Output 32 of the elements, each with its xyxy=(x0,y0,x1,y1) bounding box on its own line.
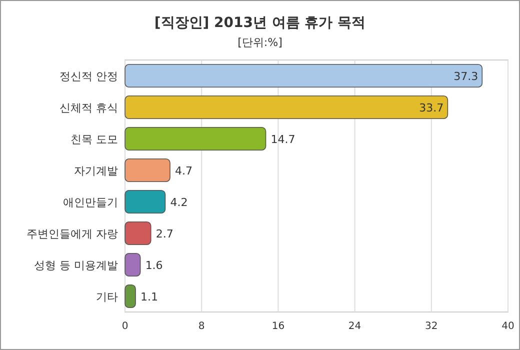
x-tick-label: 8 xyxy=(198,321,205,332)
bar xyxy=(124,222,152,245)
x-tick-label: 16 xyxy=(272,321,285,332)
data-label: 2.7 xyxy=(156,227,174,240)
data-label: 14.7 xyxy=(270,132,296,146)
data-label: 4.2 xyxy=(170,196,188,209)
chart-subtitle: [단위:%] xyxy=(238,36,282,49)
y-tick-label: 성형 등 미용계발 xyxy=(34,258,118,272)
y-tick-label: 자기계발 xyxy=(74,164,118,178)
chart-title: [직장인] 2013년 여름 휴가 목적 xyxy=(154,15,366,31)
y-tick-label: 주변인들에게 자랑 xyxy=(26,227,118,240)
y-tick-label: 기타 xyxy=(96,290,118,304)
x-tick-label: 32 xyxy=(425,321,438,332)
bar xyxy=(124,64,483,88)
data-label: 1.6 xyxy=(145,258,163,272)
y-tick-label: 신체적 휴식 xyxy=(60,101,118,114)
bar xyxy=(124,158,170,182)
data-label: 1.1 xyxy=(140,290,158,304)
bar xyxy=(124,284,136,308)
data-label: 37.3 xyxy=(454,70,478,83)
data-label: 33.7 xyxy=(419,101,444,114)
y-tick-label: 정신적 안정 xyxy=(60,70,118,83)
data-label: 4.7 xyxy=(175,164,193,178)
x-tick-label: 40 xyxy=(502,321,514,332)
x-tick-label: 0 xyxy=(122,321,128,332)
y-tick-label: 친목 도모 xyxy=(70,132,118,146)
bar xyxy=(124,253,141,276)
bar xyxy=(124,190,166,214)
bar xyxy=(124,127,266,150)
x-tick-label: 24 xyxy=(348,321,362,332)
bar xyxy=(124,96,448,119)
y-tick-label: 애인만들기 xyxy=(63,196,118,209)
